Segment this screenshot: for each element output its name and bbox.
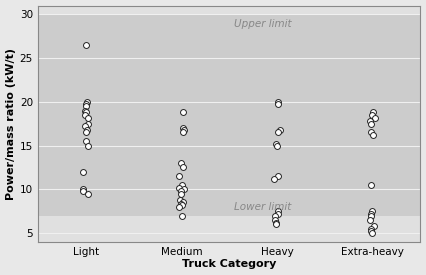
Point: [178, 189, 185, 193]
Point: [84, 128, 91, 132]
Point: [83, 100, 90, 104]
Point: [176, 174, 182, 178]
Point: [175, 205, 182, 209]
Point: [273, 222, 279, 227]
Point: [82, 113, 89, 117]
Point: [273, 143, 280, 148]
Bar: [38, 14, 420, 216]
Point: [84, 191, 91, 196]
Point: [368, 122, 374, 126]
Point: [368, 231, 375, 235]
Point: [272, 213, 279, 218]
Point: [274, 211, 281, 216]
Point: [178, 203, 185, 207]
Point: [177, 191, 184, 196]
Point: [80, 170, 86, 174]
Point: [178, 202, 184, 206]
Point: [180, 126, 187, 130]
Y-axis label: Power/mass ratio (kW/t): Power/mass ratio (kW/t): [6, 48, 16, 200]
Point: [370, 224, 377, 228]
Point: [82, 108, 89, 113]
Point: [176, 198, 183, 202]
Point: [369, 113, 376, 117]
Point: [271, 218, 278, 222]
Point: [176, 185, 183, 190]
Point: [179, 183, 186, 187]
Point: [82, 124, 89, 128]
Point: [368, 211, 374, 216]
Point: [83, 110, 90, 114]
Point: [367, 227, 374, 231]
Point: [275, 174, 282, 178]
Point: [83, 101, 89, 106]
Point: [370, 110, 377, 114]
Point: [181, 187, 187, 191]
Point: [370, 133, 377, 137]
Point: [179, 165, 186, 170]
Point: [274, 101, 281, 106]
Point: [367, 218, 374, 222]
Point: [367, 213, 374, 218]
Point: [80, 187, 87, 191]
Point: [84, 115, 91, 120]
Point: [372, 115, 379, 120]
Point: [368, 229, 374, 233]
Point: [274, 100, 281, 104]
Point: [368, 183, 374, 187]
Point: [369, 209, 376, 213]
Point: [367, 119, 374, 123]
Point: [179, 200, 186, 205]
Point: [271, 177, 278, 181]
Point: [273, 142, 279, 146]
Point: [82, 130, 89, 135]
Point: [85, 122, 92, 126]
Point: [178, 213, 185, 218]
Point: [83, 43, 89, 47]
Point: [83, 104, 89, 108]
Point: [80, 189, 86, 193]
Point: [179, 110, 186, 114]
Point: [367, 130, 374, 135]
Point: [181, 128, 187, 132]
Point: [178, 161, 184, 165]
Point: [273, 220, 279, 225]
Point: [274, 209, 281, 213]
Text: Upper limit: Upper limit: [234, 19, 291, 29]
X-axis label: Truck Category: Truck Category: [182, 259, 276, 270]
Point: [83, 139, 89, 143]
Point: [180, 130, 187, 135]
Text: Lower limit: Lower limit: [234, 202, 291, 212]
Point: [276, 128, 283, 132]
Point: [85, 143, 92, 148]
Point: [275, 130, 282, 135]
